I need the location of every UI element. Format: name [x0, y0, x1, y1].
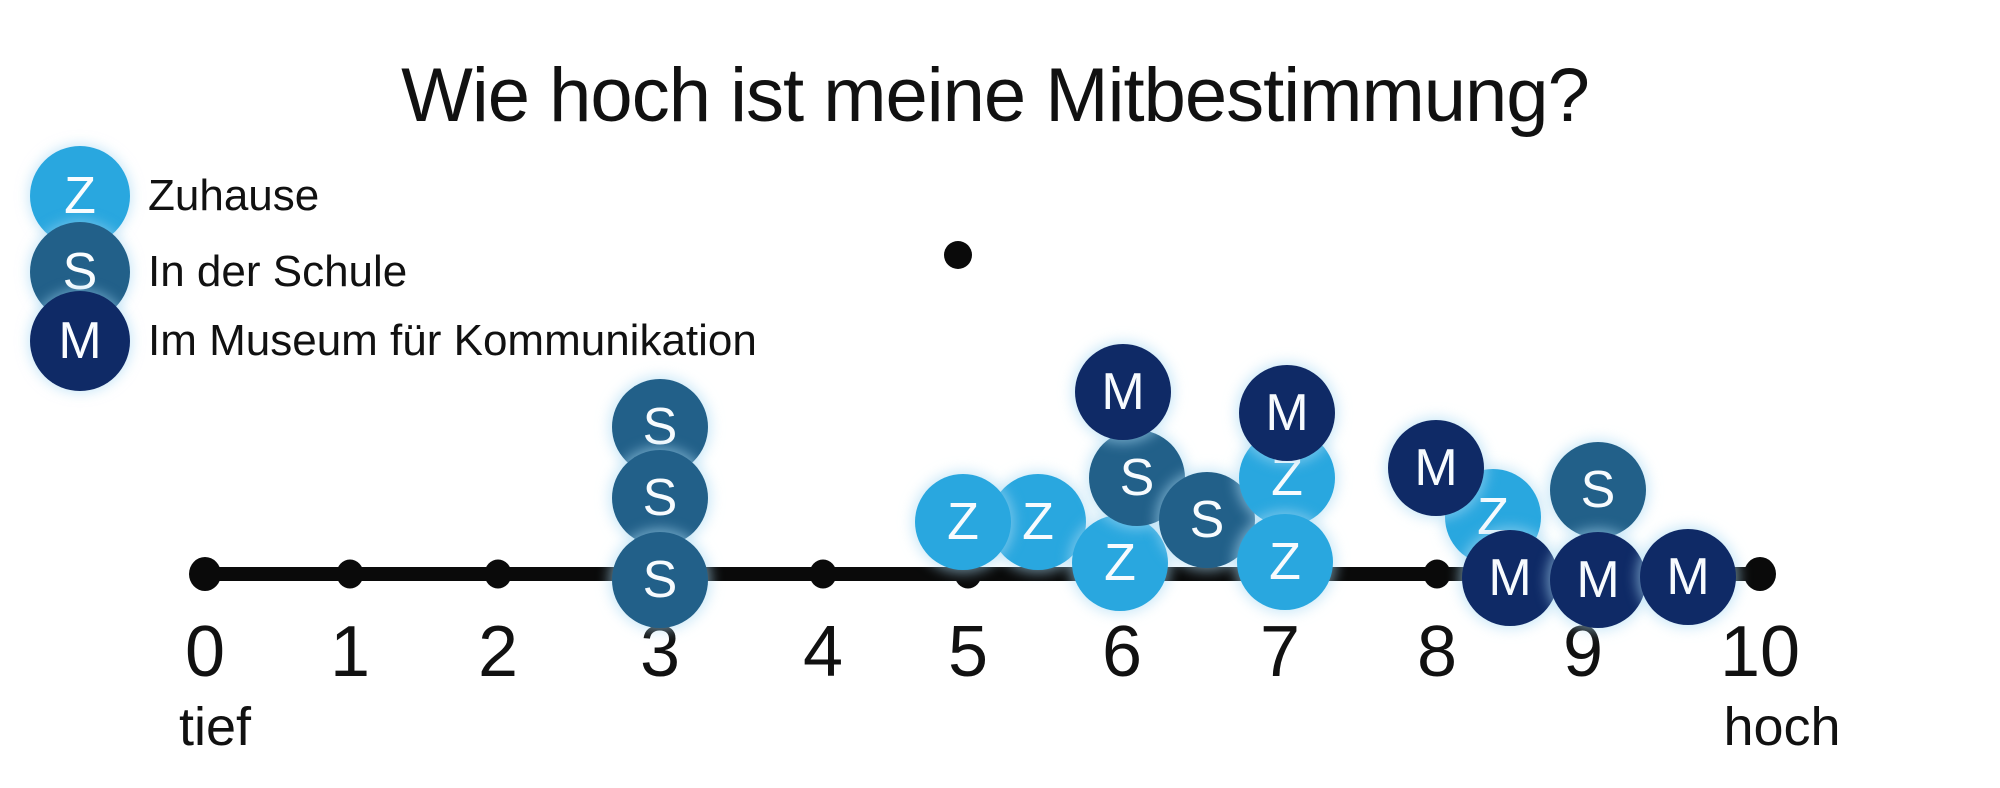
- tick-dot-0: [189, 557, 221, 591]
- data-point-museum: M: [1640, 529, 1736, 625]
- tick-label-10: 10: [1719, 612, 1801, 692]
- legend-symbol-museum: M: [30, 291, 130, 391]
- data-point-museum: M: [1239, 365, 1335, 461]
- data-point-zuhause: Z: [915, 474, 1011, 570]
- data-point-schule: S: [612, 450, 708, 546]
- data-point-museum: M: [1075, 344, 1171, 440]
- data-point-schule: S: [612, 379, 708, 475]
- tick-label-1: 1: [329, 612, 371, 692]
- tick-label-8: 8: [1416, 612, 1458, 692]
- axis-caption-high: hoch: [1723, 697, 1841, 757]
- tick-dot-1: [336, 559, 364, 589]
- data-point-zuhause: Z: [1237, 514, 1333, 610]
- chart-title: Wie hoch ist meine Mitbestimmung?: [401, 53, 1590, 138]
- legend-label-museum: Im Museum für Kommunikation: [148, 316, 757, 365]
- tick-label-3: 3: [639, 612, 681, 692]
- tick-label-9: 9: [1562, 612, 1604, 692]
- floating-dot: [944, 241, 972, 269]
- tick-label-7: 7: [1259, 612, 1301, 692]
- tick-dot-4: [809, 559, 837, 589]
- tick-label-6: 6: [1101, 612, 1143, 692]
- data-point-museum: M: [1462, 530, 1558, 626]
- legend-label-schule: In der Schule: [148, 247, 408, 296]
- data-point-museum: M: [1388, 420, 1484, 516]
- number-line: [200, 567, 1766, 581]
- data-point-museum: M: [1550, 532, 1646, 628]
- data-point-schule: S: [612, 532, 708, 628]
- tick-dot-10: [1744, 557, 1776, 591]
- data-point-schule: S: [1550, 442, 1646, 538]
- data-point-zuhause: Z: [1072, 515, 1168, 611]
- tick-label-4: 4: [802, 612, 844, 692]
- legend-label-zuhause: Zuhause: [148, 171, 320, 220]
- tick-label-5: 5: [947, 612, 989, 692]
- tick-dot-8: [1423, 559, 1451, 589]
- tick-dot-2: [484, 559, 512, 589]
- tick-label-2: 2: [477, 612, 519, 692]
- tick-label-0: 0: [184, 612, 226, 692]
- axis-caption-low: tief: [178, 697, 252, 757]
